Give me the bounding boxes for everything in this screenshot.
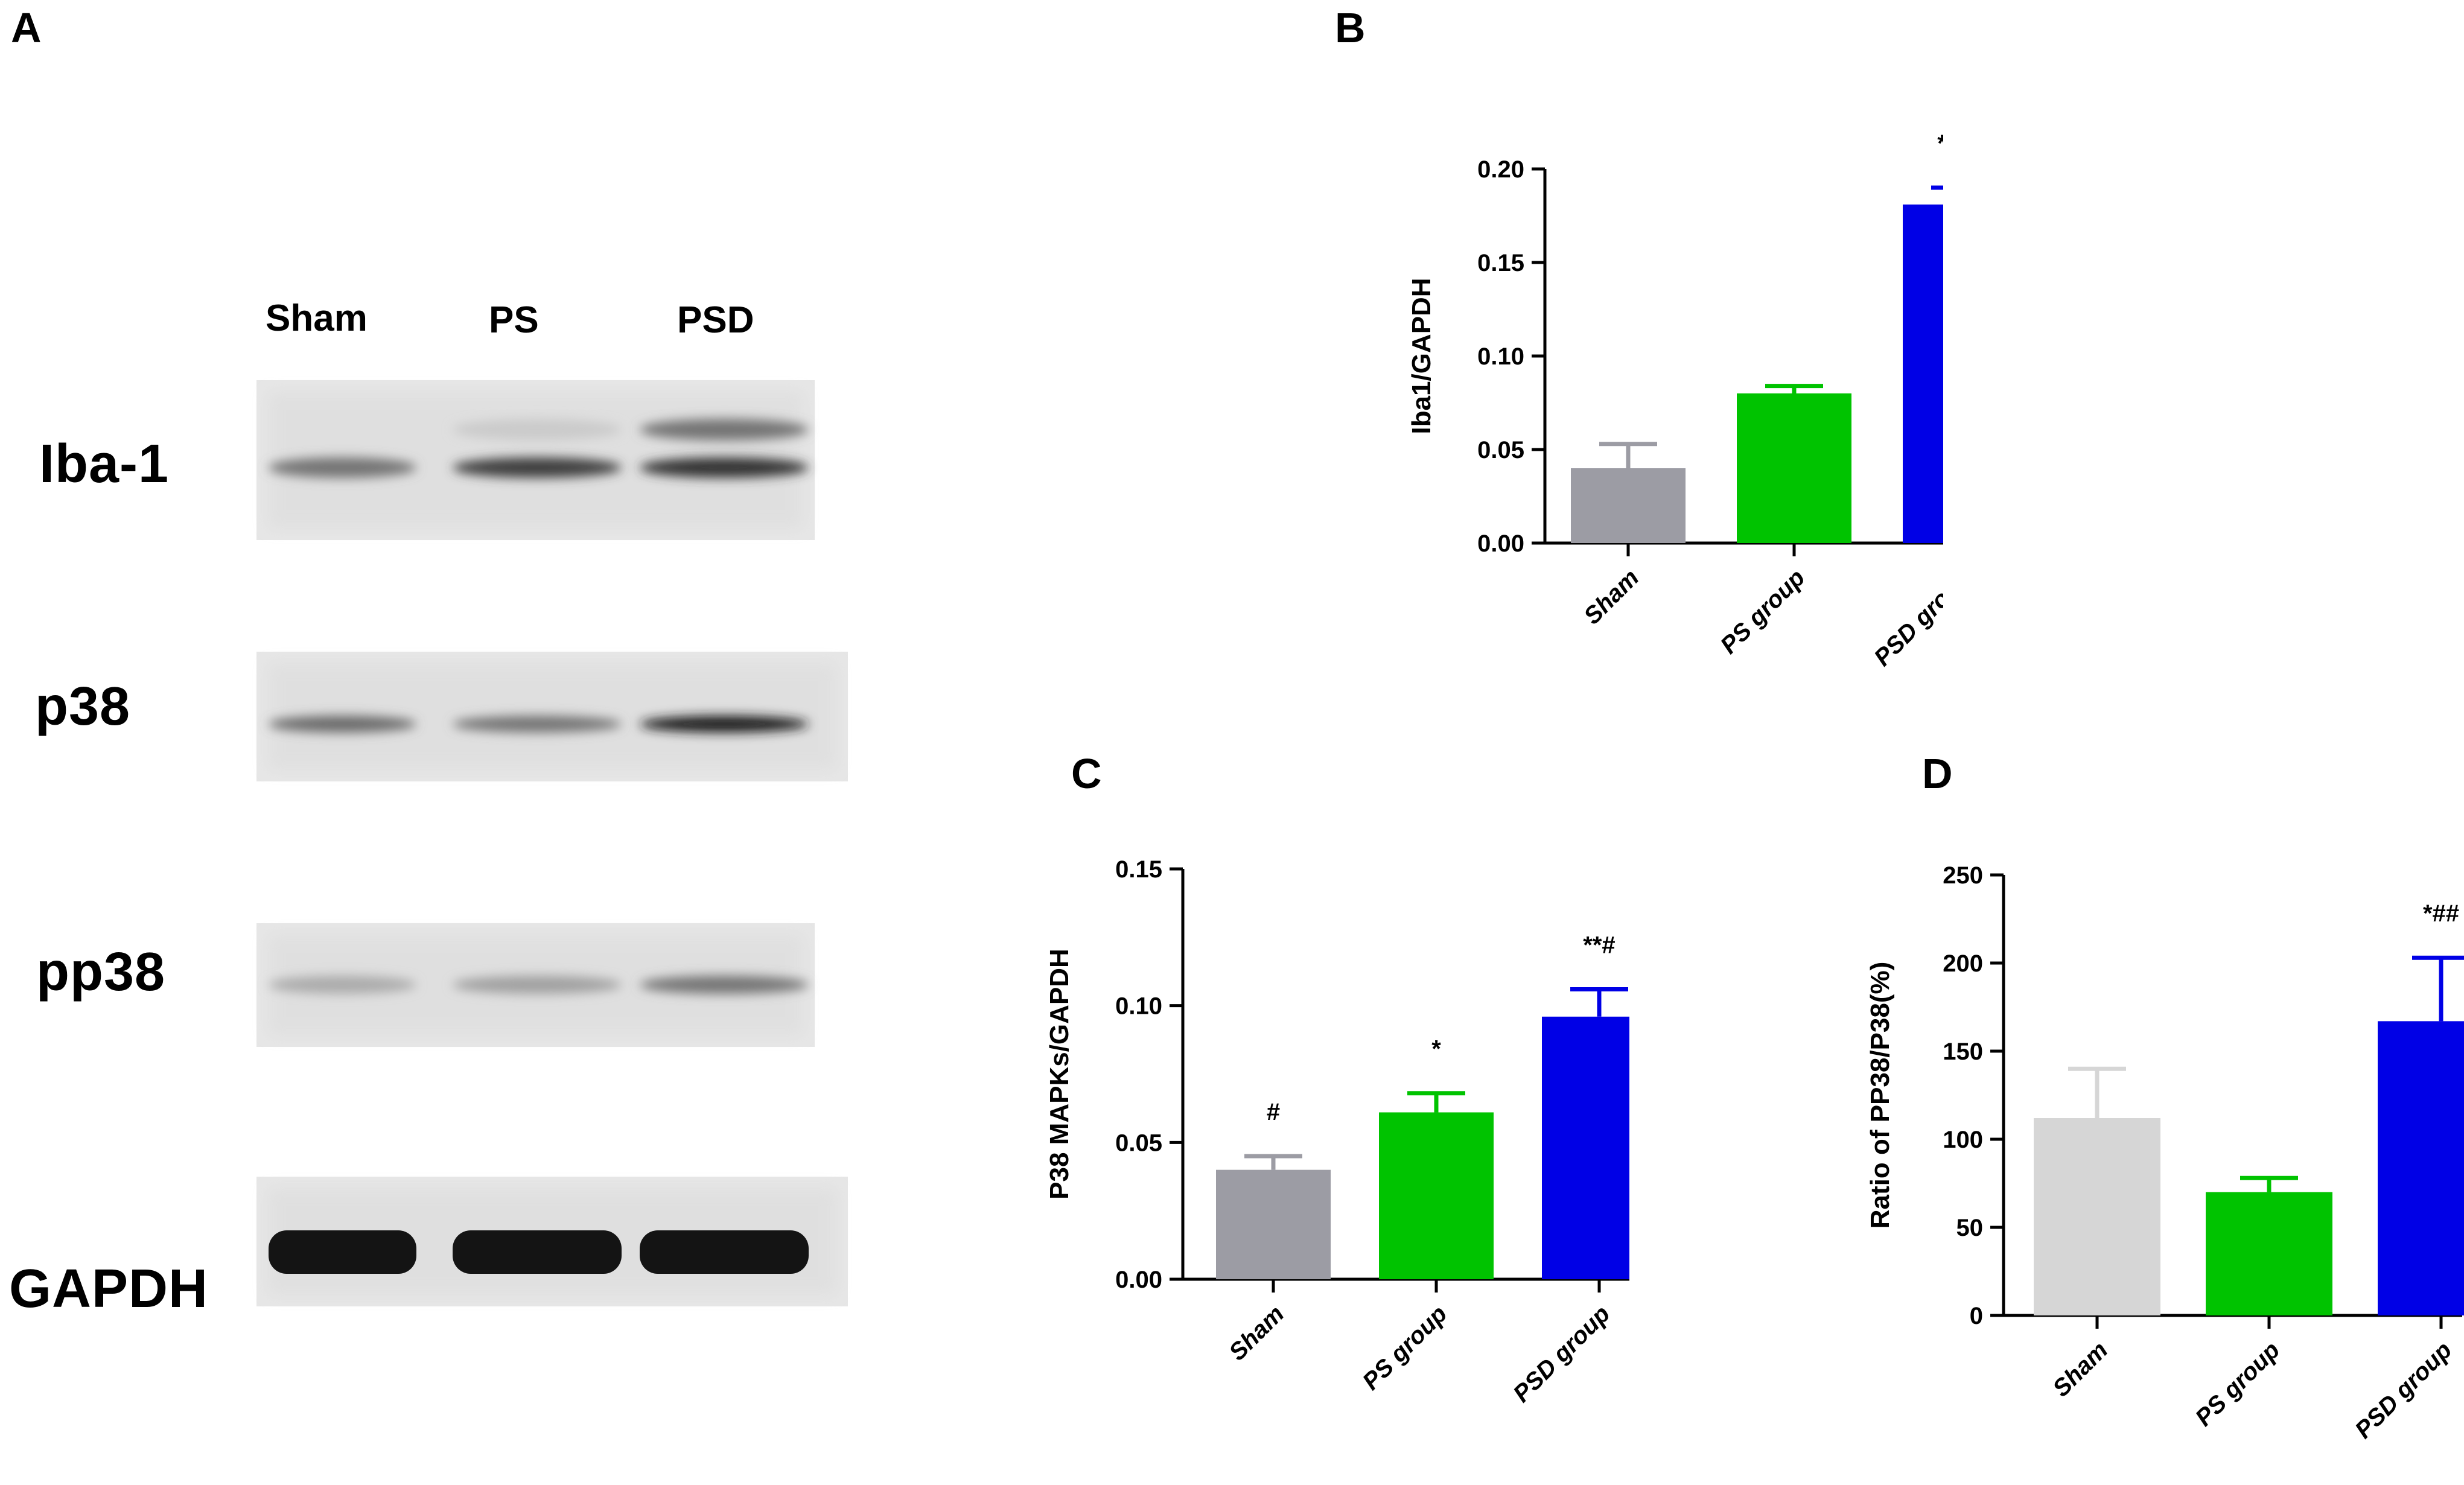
x-tick-label: Sham (2048, 1337, 2113, 1402)
panel-letter-a: A (11, 4, 42, 51)
y-tick-label: 0.05 (1477, 437, 1524, 463)
bar (1216, 1169, 1331, 1279)
x-tick-label: Sham (1579, 564, 1644, 629)
blot-label-iba1: Iba-1 (39, 434, 170, 494)
blot-band (453, 976, 622, 994)
y-tick-label: 0.00 (1477, 530, 1524, 557)
blot-band (269, 457, 416, 478)
y-tick-label: 0.20 (1477, 156, 1524, 183)
x-tick-label: PS group (2191, 1337, 2285, 1431)
blot-band (640, 716, 809, 733)
blot-band (640, 457, 809, 478)
lane-label-psd: PSD (677, 299, 754, 341)
y-axis-label: Iba1/GAPDH (1407, 278, 1436, 434)
blot-band (269, 1230, 416, 1274)
bar (1542, 1016, 1629, 1279)
significance-label: **## (1937, 130, 1943, 157)
y-tick-label: 0.15 (1477, 250, 1524, 276)
significance-label: *## (2423, 900, 2459, 927)
y-tick-label: 100 (1943, 1127, 1983, 1153)
chart-d-ratio: 0 50 100 150 200 250 Ratio of PP38/P38(%) Sham P… (1865, 862, 2464, 1444)
blot-band (453, 457, 622, 478)
y-axis-label: Ratio of PP38/P38(%) (1865, 962, 1895, 1229)
y-tick-label: 0.10 (1477, 343, 1524, 370)
y-tick-label: 150 (1943, 1038, 1983, 1065)
bar (1379, 1112, 1494, 1279)
x-tick-label: PS group (1358, 1300, 1453, 1395)
panel-letter-b: B (1335, 4, 1366, 51)
bar (1903, 204, 1943, 543)
significance-label: **# (1583, 932, 1615, 958)
bar (1737, 393, 1851, 543)
blot-band (453, 716, 622, 733)
bar (2378, 1021, 2464, 1315)
blot-band-upper (640, 419, 809, 440)
y-tick-label: 250 (1943, 862, 1983, 889)
x-tick-label: PS group (1716, 564, 1810, 659)
x-tick-label: PSD group (1508, 1300, 1615, 1407)
blot-band (269, 976, 416, 994)
panel-letter-d: D (1922, 750, 1953, 797)
blot-band (640, 976, 809, 994)
bar (2034, 1118, 2160, 1315)
y-tick-label: 200 (1943, 950, 1983, 977)
significance-label: * (1431, 1036, 1441, 1063)
blot-label-gapdh: GAPDH (9, 1259, 209, 1319)
y-tick-label: 0.10 (1115, 993, 1162, 1020)
bar (1571, 468, 1686, 543)
y-tick-label: 50 (1956, 1215, 1984, 1241)
blot-label-p38: p38 (35, 676, 131, 737)
panel-letter-c: C (1071, 750, 1102, 797)
blot-band (453, 1230, 622, 1274)
bar (2206, 1192, 2332, 1315)
y-tick-label: 0 (1970, 1303, 1983, 1329)
blot-band (640, 1230, 809, 1274)
x-tick-label: Sham (1224, 1300, 1289, 1366)
blot-band-upper (453, 419, 622, 440)
chart-b-iba1: 0.00 0.05 0.10 0.15 0.20 Iba1/GAPDH Sham PS gro… (1407, 130, 1943, 672)
x-tick-label: PSD group (1869, 564, 1943, 671)
blot-band (269, 716, 416, 733)
y-axis-label: P38 MAPKs/GAPDH (1045, 949, 1074, 1200)
blot-label-pp38: pp38 (36, 942, 166, 1002)
y-tick-label: 0.15 (1115, 856, 1162, 883)
y-tick-label: 0.05 (1115, 1130, 1162, 1156)
y-tick-label: 0.00 (1115, 1267, 1162, 1293)
chart-c-p38: 0.00 0.05 0.10 0.15 P38 MAPKs/GAPDH Sham # PS g… (1045, 856, 1629, 1408)
significance-label: # (1267, 1099, 1280, 1125)
lane-label-ps: PS (489, 299, 539, 341)
lane-label-sham: Sham (266, 297, 368, 339)
blot-image (256, 380, 848, 1306)
x-tick-label: PSD group (2350, 1337, 2457, 1443)
